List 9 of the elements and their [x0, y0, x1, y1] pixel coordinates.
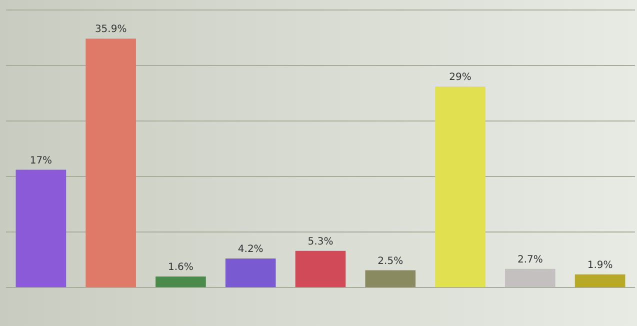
data-label: 29% [449, 72, 472, 84]
data-label: 1.6% [168, 262, 194, 274]
data-label: 17% [30, 155, 52, 166]
data-label: 1.9% [587, 260, 613, 272]
data-label: 4.2% [238, 244, 264, 256]
data-label: 5.3% [308, 236, 334, 248]
data-label: 35.9% [94, 24, 127, 36]
data-label: 2.7% [517, 254, 543, 266]
data-label: 2.5% [378, 256, 404, 267]
